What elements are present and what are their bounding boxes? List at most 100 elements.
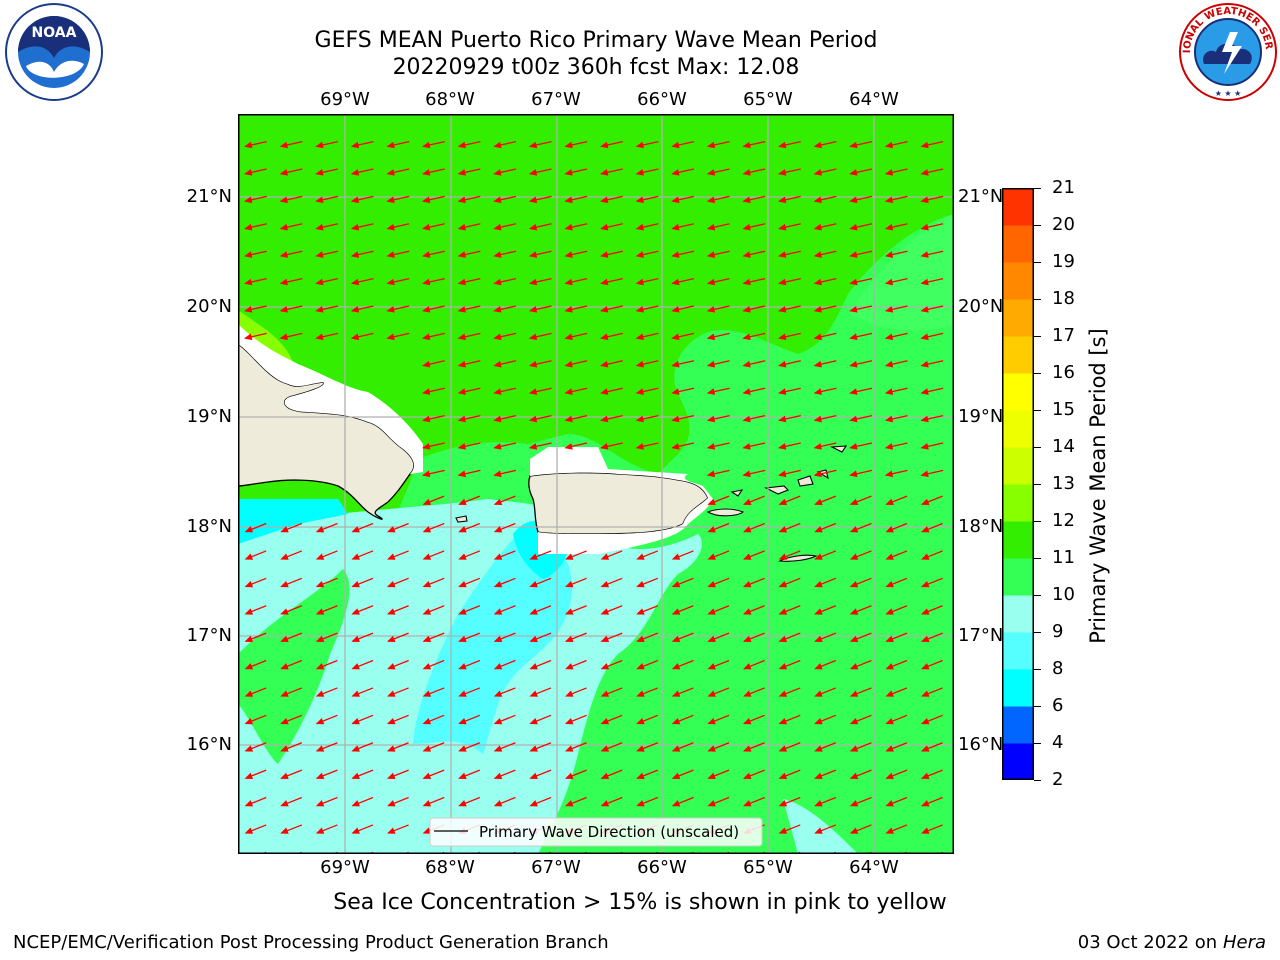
wave-arrow-head [778, 141, 787, 149]
wave-arrow-head [280, 608, 289, 615]
wave-arrow-head [280, 580, 289, 588]
wave-arrow-head [565, 690, 574, 697]
wave-arrow-head [635, 169, 644, 176]
hispaniola-land [238, 343, 415, 520]
wave-arrow-head [742, 141, 751, 149]
wave-arrow-head [529, 800, 538, 807]
wave-arrow-head [813, 333, 822, 341]
wave-arrow-head [671, 360, 680, 368]
footer-machine: Hera [1222, 932, 1266, 953]
wave-arrow-head [600, 169, 609, 176]
wave-arrow-head [778, 800, 788, 807]
wave-arrow-head [885, 580, 894, 588]
lat-label-left: 16°N [186, 734, 232, 755]
wave-arrow-head [885, 800, 894, 807]
wave-arrow-head [351, 745, 360, 752]
wave-arrow-head [885, 745, 894, 752]
wave-arrow-head [422, 717, 432, 725]
wave-arrow-head [849, 745, 859, 752]
lon-label-bottom: 68°W [425, 857, 475, 878]
wave-arrow-head [279, 196, 288, 204]
wave-arrow-head [564, 251, 573, 258]
wave-arrow-head [351, 772, 360, 779]
wave-arrow-head [920, 196, 929, 204]
wave-arrow-head [564, 415, 573, 423]
wave-arrow-head [315, 169, 324, 176]
wave-arrow-head [707, 772, 716, 779]
wave-arrow-head [635, 141, 644, 149]
wave-arrow-head [814, 608, 823, 615]
lon-label-top: 68°W [425, 89, 475, 110]
wave-arrow-head [600, 553, 610, 560]
colorbar-segment [1002, 669, 1034, 707]
wave-arrow-head [528, 223, 538, 231]
wave-arrow-head [386, 333, 395, 341]
map-legend: Primary Wave Direction (unscaled) [429, 817, 763, 847]
wave-arrow-head [244, 827, 254, 834]
wave-arrow-head [813, 251, 822, 258]
wave-arrow-head [849, 360, 858, 368]
colorbar-segment [1002, 632, 1034, 670]
wave-arrow-head [457, 169, 466, 176]
wave-arrow-head [457, 415, 466, 423]
wave-arrow-head [457, 470, 466, 478]
wave-arrow-head [813, 306, 822, 313]
wave-arrow-head [885, 526, 894, 533]
wave-arrow-head [280, 772, 289, 779]
wave-arrow-head [920, 251, 929, 258]
wave-arrow-head [920, 470, 929, 478]
wave-arrow-head [921, 553, 930, 560]
wave-arrow-head [742, 443, 751, 450]
wave-arrow-head [600, 388, 609, 395]
wave-arrow-head [529, 553, 538, 560]
lat-label-right: 16°N [958, 734, 1004, 755]
wave-arrow-head [778, 251, 787, 258]
wave-arrow-head [600, 196, 609, 204]
wave-arrow-head [743, 526, 752, 533]
wave-arrow-head [671, 169, 680, 176]
wave-arrow-head [529, 717, 538, 725]
footer-date-text: 03 Oct 2022 on [1077, 932, 1223, 953]
wave-arrow-head [458, 608, 467, 615]
colorbar-tick-label: 21 [1052, 177, 1075, 198]
wave-arrow-head [350, 169, 360, 176]
wave-arrow-head [600, 333, 609, 341]
wave-arrow-head [636, 800, 645, 807]
wave-arrow-head [814, 772, 823, 779]
wave-arrow-head [528, 141, 538, 149]
lon-label-top: 65°W [743, 89, 793, 110]
wave-arrow-head [813, 169, 822, 176]
wave-arrow-head [884, 169, 894, 176]
wave-arrow-head [600, 141, 609, 149]
wave-arrow-head [920, 169, 929, 176]
colorbar-tick-mark [1034, 521, 1041, 522]
wave-arrow-head [279, 223, 288, 231]
colorbar-tick-mark [1034, 447, 1041, 448]
wave-arrow-head [849, 278, 858, 286]
lat-label-right: 20°N [958, 296, 1004, 317]
lat-label-left: 20°N [186, 296, 232, 317]
wave-arrow-head [458, 635, 467, 642]
wave-arrow-head [849, 196, 858, 204]
wave-arrow-head [351, 827, 360, 834]
wave-arrow-head [671, 663, 681, 670]
wave-arrow-head [351, 635, 360, 642]
colorbar-tick-label: 8 [1052, 658, 1064, 679]
wave-arrow-head [280, 717, 289, 725]
wave-arrow-head [921, 827, 930, 834]
wave-arrow-head [528, 388, 538, 395]
wave-arrow-head [635, 360, 644, 368]
wave-arrow-head [387, 580, 396, 588]
colorbar-tick-mark [1034, 706, 1041, 707]
wave-arrow-head [813, 278, 822, 286]
wave-arrow-head [493, 388, 502, 395]
wave-arrow-head [814, 745, 823, 752]
wave-arrow-head [849, 526, 859, 533]
wave-arrow-head [742, 306, 751, 313]
wave-arrow-head [422, 553, 432, 560]
wave-arrow-head [493, 415, 502, 423]
colorbar-segment [1002, 484, 1034, 522]
wave-arrow-head [528, 443, 538, 450]
wave-arrow-head [280, 663, 289, 670]
wave-arrow-head [351, 690, 360, 697]
